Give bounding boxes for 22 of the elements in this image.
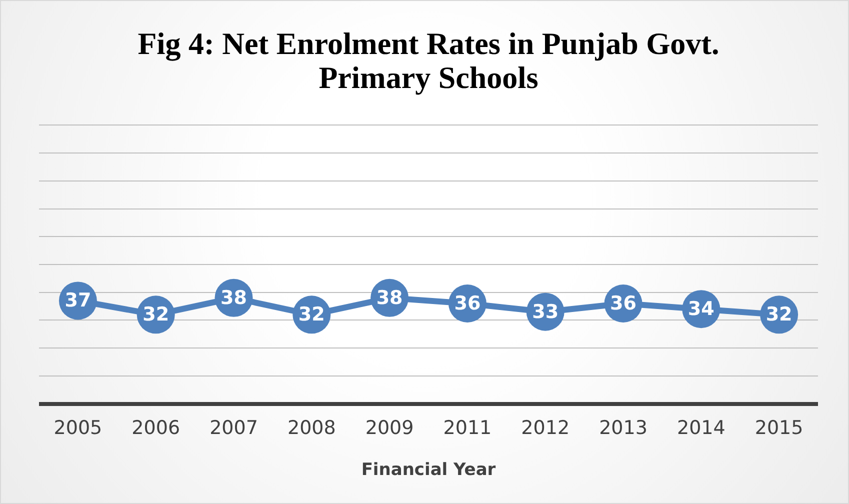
data-label: 38 [376, 286, 403, 309]
data-label: 36 [454, 292, 481, 314]
x-tick-label: 2011 [443, 417, 492, 440]
data-label: 33 [532, 300, 559, 323]
data-label: 34 [688, 298, 714, 320]
x-axis-title: Financial Year [361, 460, 496, 480]
x-tick-label: 2015 [754, 417, 804, 440]
data-label: 32 [298, 304, 325, 326]
x-tick-label: 2005 [54, 417, 102, 440]
data-label: 36 [610, 292, 636, 314]
x-tick-label: 2007 [210, 417, 258, 440]
data-label: 32 [766, 304, 792, 326]
data-label: 38 [220, 286, 247, 309]
x-tick-label: 2014 [676, 417, 726, 440]
chart-title: Fig 4: Net Enrolment Rates in Punjab Govt. Primary Schools [138, 26, 720, 96]
data-label: 37 [64, 290, 92, 312]
data-label: 32 [142, 304, 170, 326]
x-tick-label: 2006 [132, 417, 180, 440]
x-tick-label: 2008 [287, 417, 336, 440]
x-tick-label: 2012 [521, 417, 570, 440]
x-tick-label: 2013 [599, 417, 648, 440]
x-tick-label: 2009 [365, 417, 414, 440]
